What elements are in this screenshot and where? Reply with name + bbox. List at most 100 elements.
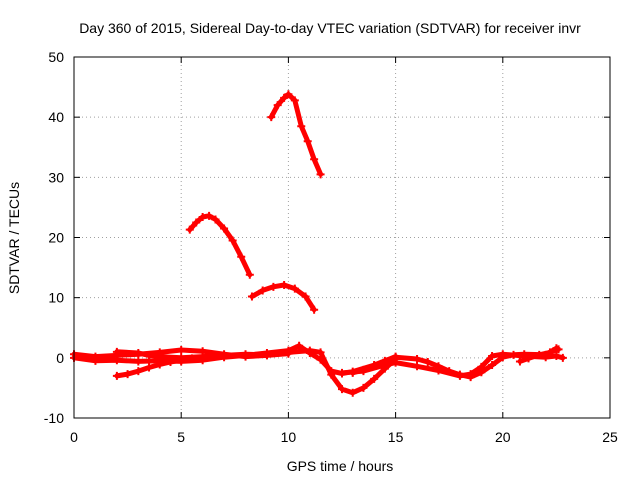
data-point [280,93,289,102]
data-point [241,350,250,359]
data-point [303,137,312,146]
series-arc-9 [247,281,319,314]
data-point [205,211,214,220]
data-point [284,90,293,99]
data-point [145,351,154,360]
data-point [247,292,256,301]
data-point [280,281,289,290]
x-axis-label: GPS time / hours [287,458,394,474]
x-tick-label: 25 [602,429,618,445]
y-tick-label: -10 [44,410,64,426]
y-axis-label: SDTVAR / TECUs [6,182,22,294]
x-tick-label: 5 [177,429,185,445]
tick-labels: 0 5 10 15 20 25 -10 0 10 20 30 40 50 [44,49,618,445]
data-point [145,363,154,372]
data-point [305,346,314,355]
data-point [348,388,357,397]
data-point [192,218,201,227]
y-tick-label: 20 [48,230,64,246]
series-line [187,213,253,278]
data-point [327,370,336,379]
grid [74,57,610,418]
data-point [455,371,464,380]
data-point [391,358,400,367]
plot-frame [73,56,611,419]
data-point [488,361,497,370]
data-series [70,90,567,397]
data-point [498,350,507,359]
data-point [123,370,132,379]
x-tick-label: 15 [388,429,404,445]
x-tick-label: 20 [495,429,511,445]
data-point [359,383,368,392]
data-point [301,292,310,301]
data-point [535,350,544,359]
data-point [359,367,368,376]
data-point [316,170,325,179]
data-point [112,371,121,380]
data-point [477,362,486,371]
data-point [269,282,278,291]
series-arc-4 [112,353,207,380]
series-arc-8 [185,211,254,279]
data-point [237,252,246,261]
data-point [297,122,306,131]
data-point [134,357,143,366]
data-point [290,96,299,105]
data-point [310,155,319,164]
chart-title: Day 360 of 2015, Sidereal Day-to-day VTE… [79,20,581,36]
data-point [177,346,186,355]
series-arc-7 [515,345,563,366]
data-point [267,113,276,122]
series-arc-10 [267,90,325,179]
data-point [220,351,229,360]
data-point [545,348,554,357]
data-point [434,366,443,375]
data-point [91,352,100,361]
data-point [177,356,186,365]
y-tick-label: 50 [48,49,64,65]
data-point [245,270,254,279]
data-point [112,347,121,356]
data-point [558,353,567,362]
data-point [273,101,282,110]
y-tick-label: 30 [48,169,64,185]
data-point [338,385,346,394]
data-point [134,349,143,358]
x-tick-label: 10 [281,429,297,445]
data-point [284,348,293,357]
data-point [515,357,524,366]
data-point [290,284,299,293]
data-point [185,225,194,234]
data-point [198,353,207,362]
data-point [228,236,237,245]
y-tick-label: 40 [48,109,64,125]
data-point [413,355,422,364]
y-tick-label: 10 [48,290,64,306]
data-point [295,341,304,350]
data-point [310,305,319,314]
data-point [316,348,325,357]
data-point [413,362,422,371]
data-point [380,361,389,370]
x-tick-label: 0 [70,429,78,445]
data-point [134,367,143,376]
data-point [488,352,497,361]
data-point [370,374,379,383]
data-point [466,370,475,379]
data-point [155,352,164,361]
data-point [338,368,346,377]
data-point [211,215,220,224]
data-point [166,358,175,367]
data-point [262,350,271,359]
data-point [220,224,229,233]
data-point [198,213,207,222]
data-point [423,358,432,367]
data-point [187,354,196,363]
data-point [554,345,563,354]
y-tick-label: 0 [56,350,64,366]
data-point [258,286,267,295]
data-point [552,352,561,361]
data-point [524,354,533,363]
